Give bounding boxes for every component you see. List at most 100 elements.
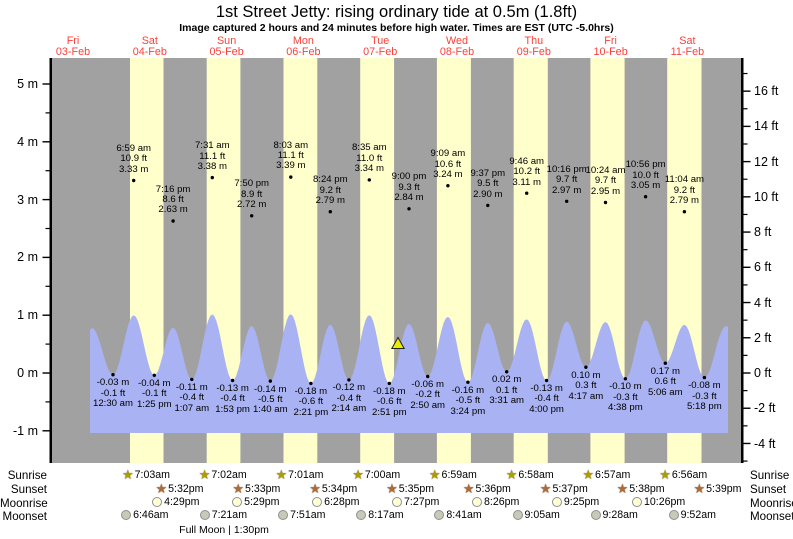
tide-annotation-line: 2:21 pm (293, 406, 329, 418)
low-tide-annotation: 0.17 m 0.6 ft 5:06 am (648, 366, 683, 398)
right-axis-line (741, 58, 744, 463)
left-axis-line (49, 58, 52, 463)
moonset-circle-icon (668, 510, 679, 520)
almanac-row-label-moonrise-left: Moonrise (0, 497, 48, 510)
tide-annotation-line: 0.10 m (571, 369, 601, 381)
moonrise-circle-icon (232, 497, 243, 507)
moonrise-time: 7:27pm (404, 496, 440, 508)
day-label: Sat 11-Feb (671, 35, 704, 59)
tide-annotation-line: 1:07 am (174, 402, 210, 414)
low-tide-dot (387, 381, 391, 386)
tide-annotation-line: 11.1 ft (277, 150, 304, 161)
sunrise-entry: ★ 7:00am (352, 468, 400, 481)
day-date: 07-Feb (363, 46, 398, 59)
low-tide-dot (152, 373, 156, 377)
y-axis-label-m: 4 m (17, 134, 38, 149)
tide-annotation-line: -0.4 ft (220, 393, 245, 405)
y-axis-label-m: 5 m (17, 77, 38, 91)
low-tide-annotation: -0.03 m -0.1 ft 12:30 am (93, 377, 133, 409)
tide-annotation-line: 10.0 ft (632, 169, 659, 181)
tide-annotation-line: 9.5 ft (477, 178, 499, 190)
almanac-row-label-moonset-right: Moonset (750, 510, 793, 523)
y-axis-label-ft: 10 ft (754, 189, 779, 204)
tide-annotation-line: 1:40 am (252, 404, 288, 416)
tide-annotation-line: 4:00 pm (529, 403, 564, 415)
high-tide-annotation: 8:03 am 11.1 ft 3.39 m (273, 140, 308, 172)
tide-annotation-line: 3.11 m (512, 176, 541, 188)
sunset-entry: ★ 5:34pm (309, 482, 357, 495)
tide-annotation-line: -0.18 m (294, 385, 328, 397)
sunset-time: 5:38pm (629, 482, 665, 495)
tide-annotation-line: 3.39 m (276, 160, 306, 172)
tide-annotation-line: -0.4 ft (534, 393, 559, 405)
high-tide-annotation: 10:16 pm 9.7 ft 2.97 m (547, 164, 587, 196)
tide-annotation-line: -0.5 ft (455, 395, 481, 407)
sunset-time: 5:34pm (321, 482, 358, 495)
moonrise-entry: 9:25pm (551, 496, 599, 508)
moonrise-circle-icon (312, 497, 323, 507)
low-tide-annotation: 0.02 m 0.1 ft 3:31 am (489, 374, 524, 406)
tide-annotation-line: 9:00 pm (391, 171, 427, 183)
sunset-star-icon: ★ (616, 481, 629, 496)
moonset-time: 8:41am (446, 509, 482, 521)
tide-annotation-line: 2.79 m (669, 195, 700, 206)
low-tide-dot (426, 374, 430, 379)
high-tide-dot (250, 214, 254, 218)
day-name: Sat (679, 35, 696, 47)
current-tide-marker (390, 336, 406, 349)
tide-annotation-line: 8:24 pm (312, 174, 348, 186)
chart-title: 1st Street Jetty: rising ordinary tide a… (215, 3, 578, 21)
moonrise-circle-icon (472, 497, 482, 507)
moonset-circle-icon (199, 510, 210, 520)
low-tide-annotation: -0.14 m -0.5 ft 1:40 am (252, 384, 288, 416)
tide-annotation-line: 2.95 m (590, 185, 621, 197)
tide-annotation-line: 9.7 ft (594, 175, 617, 187)
tide-annotation-line: 10.9 ft (120, 153, 148, 165)
tide-annotation-line: 0.3 ft (575, 380, 597, 392)
high-tide-dot (446, 184, 450, 188)
tide-annotation-line: 5:18 pm (687, 400, 722, 412)
day-label: Fri 03-Feb (56, 35, 90, 59)
low-tide-annotation: -0.13 m -0.4 ft 1:53 pm (215, 383, 250, 415)
sunrise-time: 7:01am (288, 468, 324, 481)
low-tide-annotation: -0.08 m -0.3 ft 5:18 pm (687, 380, 722, 412)
low-tide-dot (544, 378, 549, 383)
high-tide-annotation: 10:24 am 9.7 ft 2.95 m (585, 165, 625, 197)
tide-annotation-line: 2.63 m (158, 204, 188, 216)
tide-annotation-line: 2.84 m (394, 192, 424, 204)
tide-annotation-line: 2:14 am (331, 403, 367, 415)
moonset-entry: 9:28am (590, 509, 638, 521)
chart-subtitle: Image captured 2 hours and 24 minutes be… (179, 22, 614, 34)
sunrise-star-icon: ★ (122, 467, 134, 482)
moonrise-time: 10:26pm (644, 496, 686, 508)
y-axis-label-ft: -2 ft (754, 401, 776, 416)
sunset-entry: ★ 5:36pm (463, 482, 511, 495)
high-tide-annotation: 9:09 am 10.6 ft 3.24 m (431, 148, 466, 180)
tide-annotation-line: 2.72 m (237, 199, 267, 211)
y-axis-label-ft: 12 ft (754, 154, 779, 169)
tide-annotation-line: 8.6 ft (162, 193, 184, 205)
sunrise-star-icon: ★ (582, 467, 595, 482)
sunrise-star-icon: ★ (352, 467, 364, 482)
day-name: Fri (66, 35, 80, 47)
tide-annotation-line: 11.1 ft (199, 150, 226, 162)
tide-curve-area (90, 314, 728, 433)
tide-annotation-line: -0.1 ft (100, 387, 126, 399)
low-tide-dot (584, 365, 588, 369)
moonrise-time: 5:29pm (244, 496, 280, 508)
y-axis-label-ft: 4 ft (754, 295, 772, 310)
tide-annotation-line: -0.10 m (609, 381, 642, 393)
day-label: Sun 05-Feb (209, 35, 243, 59)
low-tide-annotation: -0.04 m -0.1 ft 1:25 pm (137, 378, 172, 410)
moonset-entry: 7:51am (278, 509, 325, 521)
y-axis-label-ft: 6 ft (754, 260, 772, 275)
sunrise-time: 6:57am (595, 468, 631, 481)
sunrise-time: 7:03am (134, 468, 170, 481)
day-date: 04-Feb (132, 46, 167, 59)
full-moon-note: Full Moon | 1:30pm (179, 524, 269, 536)
y-axis-label-ft: 0 ft (754, 366, 772, 380)
high-tide-annotation: 9:46 am 10.2 ft 3.11 m (509, 156, 544, 188)
moonset-entry: 6:46am (121, 509, 168, 521)
moonset-time: 7:51am (290, 509, 326, 521)
sunset-time: 5:35pm (398, 482, 435, 495)
